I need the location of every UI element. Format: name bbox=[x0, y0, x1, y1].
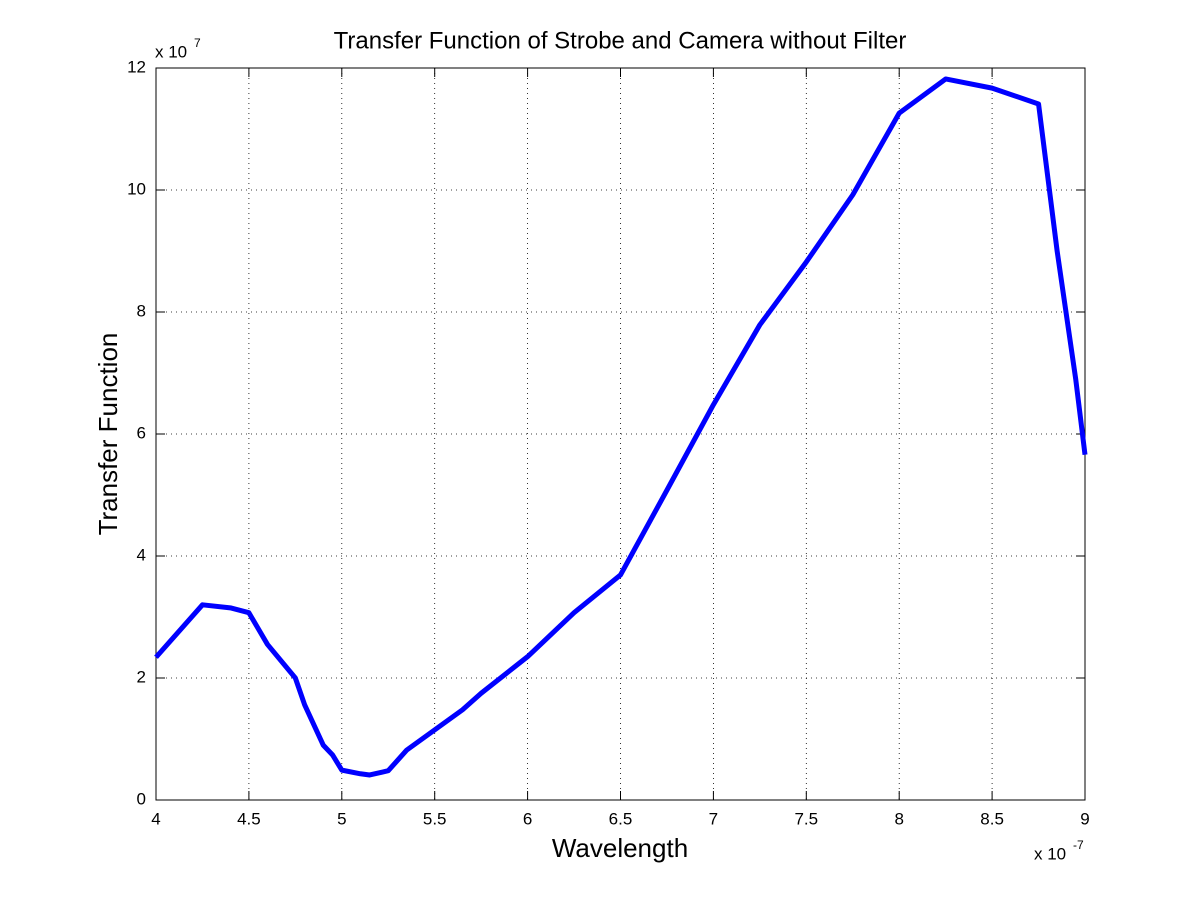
x-tick-label: 4 bbox=[151, 809, 160, 828]
x-tick-label: 8.5 bbox=[980, 809, 1004, 828]
plot-frame bbox=[155, 67, 1086, 801]
y-multiplier-exponent: 7 bbox=[194, 36, 201, 50]
y-tick-label: 8 bbox=[137, 301, 146, 320]
x-tick-label: 9 bbox=[1080, 809, 1089, 828]
y-tick-label: 6 bbox=[137, 423, 146, 442]
x-tick-label: 6 bbox=[523, 809, 532, 828]
x-tick-label: 7.5 bbox=[794, 809, 818, 828]
chart-title: Transfer Function of Strobe and Camera w… bbox=[334, 27, 907, 54]
y-axis-label: Transfer Function bbox=[93, 333, 123, 536]
y-tick-label: 12 bbox=[127, 57, 146, 76]
x-axis-label: Wavelength bbox=[552, 833, 688, 863]
x-tick-label: 4.5 bbox=[237, 809, 261, 828]
x-tick-label: 6.5 bbox=[609, 809, 633, 828]
data-line bbox=[154, 76, 1088, 778]
y-multiplier: x 10 bbox=[155, 42, 187, 61]
x-tick-label: 5 bbox=[337, 809, 346, 828]
x-multiplier-exponent: -7 bbox=[1073, 838, 1084, 852]
y-tick-label: 2 bbox=[137, 667, 146, 686]
x-tick-label: 8 bbox=[894, 809, 903, 828]
x-tick-label: 5.5 bbox=[423, 809, 447, 828]
x-tick-label: 7 bbox=[709, 809, 718, 828]
y-tick-label: 0 bbox=[137, 789, 146, 808]
y-tick-label: 10 bbox=[127, 179, 146, 198]
y-tick-label: 4 bbox=[137, 545, 146, 564]
x-multiplier: x 10 bbox=[1034, 844, 1066, 863]
